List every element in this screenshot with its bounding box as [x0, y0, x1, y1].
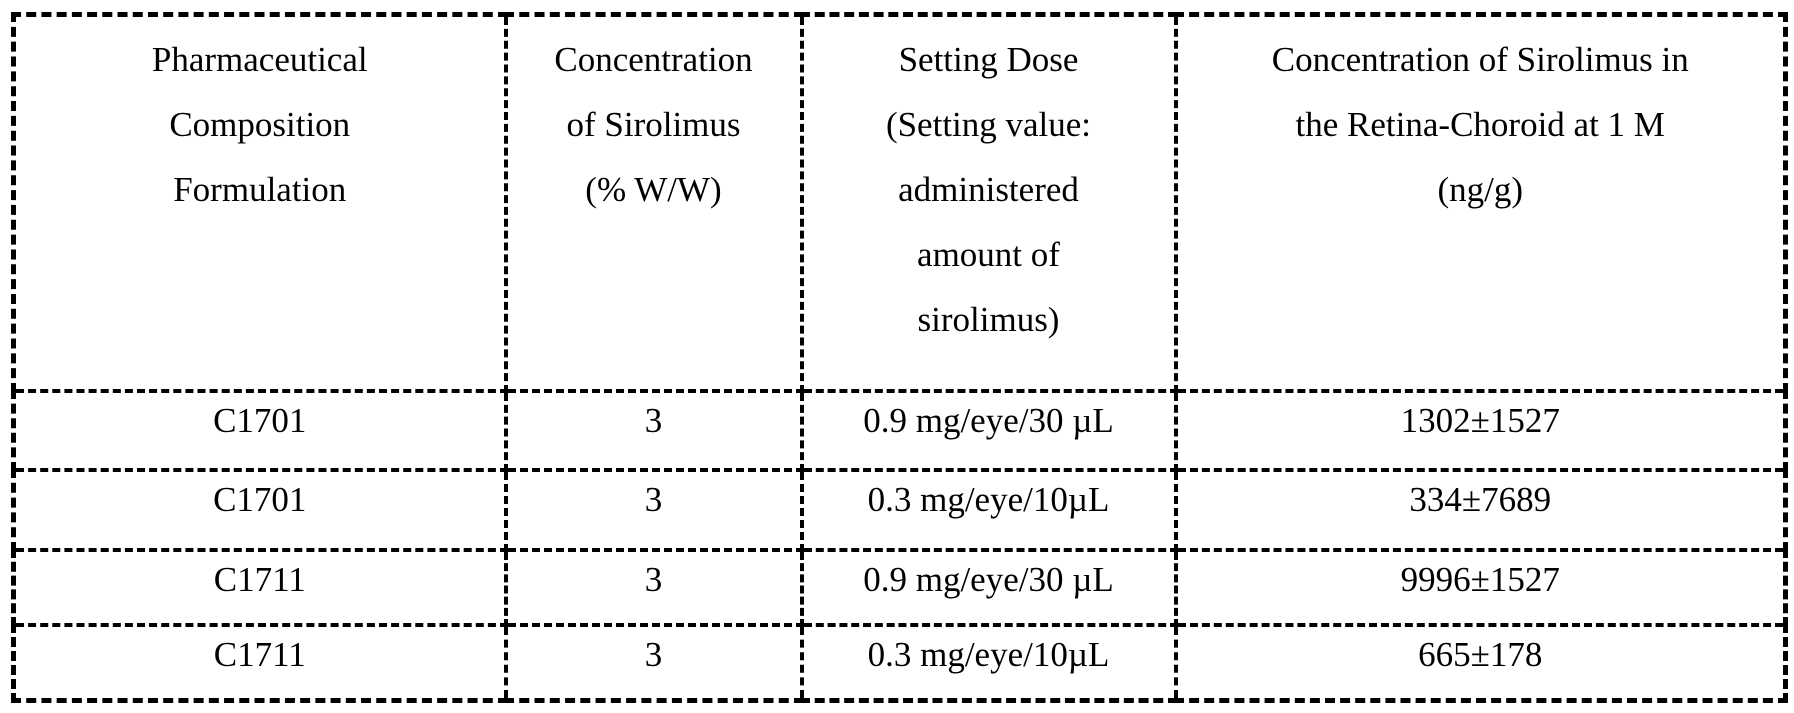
header-line: Concentration of Sirolimus in: [1271, 40, 1689, 79]
header-row: Pharmaceutical Composition Formulation C…: [11, 12, 1788, 393]
sirolimus-formulation-table: Pharmaceutical Composition Formulation C…: [11, 12, 1788, 703]
table-body: C1701 3 0.9 mg/eye/30 µL 1302±1527 C1701…: [11, 388, 1788, 703]
cell-retina-choroid-concentration: 334±7689: [1173, 467, 1788, 552]
cell-setting-dose: 0.3 mg/eye/10µL: [799, 622, 1178, 703]
table-row: C1701 3 0.9 mg/eye/30 µL 1302±1527: [11, 388, 1788, 472]
header-line: amount of: [917, 235, 1060, 274]
table-row: C1711 3 0.3 mg/eye/10µL 665±178: [11, 622, 1788, 703]
column-header-sirolimus-concentration: Concentration of Sirolimus (% W/W): [503, 12, 804, 393]
cell-setting-dose: 0.9 mg/eye/30 µL: [799, 388, 1178, 472]
header-line: sirolimus): [917, 300, 1060, 339]
header-line: the Retina-Choroid at 1 M: [1295, 105, 1665, 144]
header-line: Formulation: [173, 170, 347, 209]
header-line: (ng/g): [1437, 170, 1524, 209]
table-row: C1711 3 0.9 mg/eye/30 µL 9996±1527: [11, 547, 1788, 627]
header-line: Concentration: [554, 40, 753, 79]
column-header-retina-choroid-concentration: Concentration of Sirolimus in the Retina…: [1173, 12, 1788, 393]
table-row: C1701 3 0.3 mg/eye/10µL 334±7689: [11, 467, 1788, 552]
cell-setting-dose: 0.9 mg/eye/30 µL: [799, 547, 1178, 627]
cell-retina-choroid-concentration: 665±178: [1173, 622, 1788, 703]
cell-formulation: C1701: [11, 388, 508, 472]
header-line: Composition: [169, 105, 351, 144]
table-header: Pharmaceutical Composition Formulation C…: [11, 12, 1788, 393]
header-line: (% W/W): [585, 170, 722, 209]
cell-formulation: C1711: [11, 547, 508, 627]
header-line: administered: [898, 170, 1079, 209]
column-header-formulation: Pharmaceutical Composition Formulation: [11, 12, 508, 393]
cell-setting-dose: 0.3 mg/eye/10µL: [799, 467, 1178, 552]
cell-formulation: C1701: [11, 467, 508, 552]
header-line: of Sirolimus: [566, 105, 741, 144]
header-line: (Setting value:: [885, 105, 1092, 144]
cell-retina-choroid-concentration: 9996±1527: [1173, 547, 1788, 627]
cell-sirolimus-concentration: 3: [503, 388, 804, 472]
header-line: Pharmaceutical: [151, 40, 368, 79]
cell-sirolimus-concentration: 3: [503, 547, 804, 627]
header-line: Setting Dose: [898, 40, 1079, 79]
column-header-setting-dose: Setting Dose (Setting value: administere…: [799, 12, 1178, 393]
cell-retina-choroid-concentration: 1302±1527: [1173, 388, 1788, 472]
cell-formulation: C1711: [11, 622, 508, 703]
cell-sirolimus-concentration: 3: [503, 622, 804, 703]
cell-sirolimus-concentration: 3: [503, 467, 804, 552]
